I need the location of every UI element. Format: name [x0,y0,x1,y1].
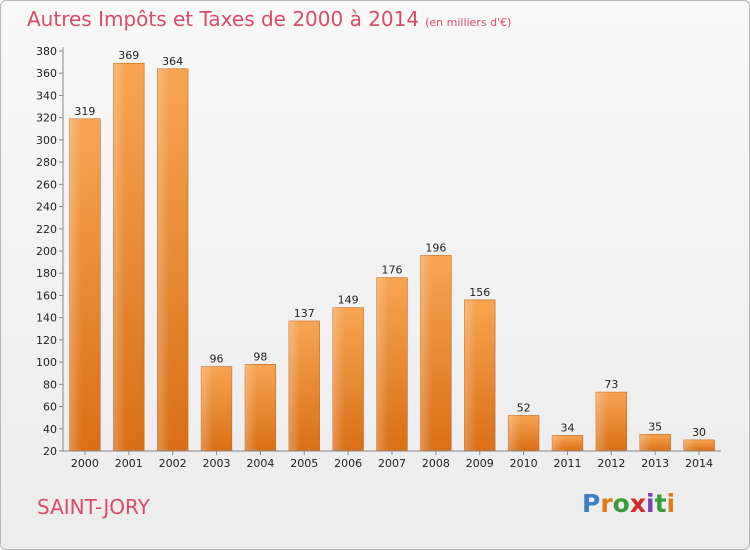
y-tick-label: 20 [43,445,57,458]
y-tick-label: 100 [36,356,57,369]
chart-title-unit: (en milliers d'€) [425,16,512,29]
bar-group: 30 [683,426,715,452]
chart-title-main: Autres Impôts et Taxes de 2000 à 2014 [27,7,420,31]
bar-group: 34 [551,421,584,452]
bar-value-label: 156 [469,286,490,299]
y-tick-label: 320 [36,112,57,125]
y-tick-label: 40 [43,423,57,436]
bar-value-label: 73 [604,378,618,391]
bar-group: 196 [420,241,452,452]
bar-highlight [69,118,101,452]
x-axis: 2000 2001 2002 2003 2004 2005 2006 2007 2008 2009… [63,450,721,470]
logo-letter: x [629,489,646,518]
bar-group: 369 [113,49,145,452]
y-tick-label: 260 [36,178,57,191]
logo-letter: i [646,489,655,518]
x-tick-label: 2010 [510,457,538,470]
bar-group: 52 [507,401,540,452]
x-tick-label: 2008 [422,457,450,470]
x-tick-label: 2002 [159,457,187,470]
logo-letter: o [612,489,630,518]
x-tick-label: 2012 [597,457,625,470]
bar-highlight [552,435,583,451]
x-tick-label: 2005 [290,457,318,470]
bar-group: 156 [464,286,496,452]
bar-highlight [201,366,232,451]
x-tick-label: 2001 [115,457,143,470]
x-tick-label: 2004 [246,457,274,470]
y-tick-label: 340 [36,89,57,102]
bar-highlight [508,415,539,451]
bar-value-label: 196 [425,241,446,254]
y-axis: 20 40 60 80 100 120 140 160 180 200 220 240 260 280 30… [36,45,64,458]
y-tick-label: 120 [36,334,57,347]
y-tick-label: 300 [36,134,57,147]
logo-letter: i [666,489,676,518]
bar-group: 96 [200,353,233,452]
bar-highlight [288,321,320,451]
bar-highlight [420,255,452,451]
bar-value-label: 319 [74,105,95,118]
bar-value-label: 52 [517,401,531,414]
bar-value-label: 30 [692,426,706,439]
bar-group: 176 [376,264,408,452]
y-tick-label: 200 [36,245,57,258]
bar-value-label: 96 [210,353,224,366]
logo-letter: r [600,489,613,518]
bar-value-label: 35 [648,420,662,433]
bar-group: 149 [332,294,364,452]
x-tick-label: 2011 [553,457,581,470]
y-tick-label: 60 [43,401,57,414]
bar-value-label: 369 [118,49,139,62]
bar-value-label: 98 [253,350,267,363]
x-tick-label: 2009 [466,457,494,470]
bar-group: 137 [288,307,320,452]
proxiti-logo: Proxiti [582,489,675,518]
y-tick-label: 80 [43,378,57,391]
y-tick-label: 160 [36,289,57,302]
logo-letter: t [654,489,667,518]
x-tick-label: 2003 [203,457,231,470]
bar-group: 35 [639,420,671,452]
bar-group: 319 [69,105,101,452]
bar-value-label: 149 [338,294,359,307]
bar-highlight [639,434,671,451]
bar-group: 73 [595,378,627,452]
x-tick-label: 2007 [378,457,406,470]
commune-name: SAINT-JORY [37,495,150,519]
bar-value-label: 176 [382,264,403,277]
y-tick-label: 280 [36,156,57,169]
logo-letter: P [582,489,601,518]
bar-highlight [464,299,496,451]
bar-highlight [332,307,364,451]
y-tick-label: 360 [36,67,57,80]
bar-highlight [683,439,715,451]
bar-highlight [376,277,408,451]
y-tick-label: 180 [36,267,57,280]
y-tick-label: 140 [36,312,57,325]
x-tick-label: 2014 [685,457,713,470]
y-tick-label: 240 [36,201,57,214]
bar-highlight [113,63,145,451]
bar-highlight [595,392,627,451]
bar-value-label: 137 [294,307,315,320]
bars: 319 369 364 96 98 137 149 176 196 156 52 34 73 35 30 [69,49,715,452]
bar-value-label: 364 [162,55,183,68]
x-tick-label: 2013 [641,457,669,470]
bar-group: 98 [244,350,277,452]
bar-value-label: 34 [560,421,574,434]
bar-group: 364 [157,55,189,452]
bar-highlight [157,68,189,452]
y-tick-label: 380 [36,45,57,58]
chart-title: Autres Impôts et Taxes de 2000 à 2014 (en… [27,7,511,31]
x-tick-label: 2000 [71,457,99,470]
x-tick-label: 2006 [334,457,362,470]
y-tick-label: 220 [36,223,57,236]
bar-highlight [245,364,276,451]
